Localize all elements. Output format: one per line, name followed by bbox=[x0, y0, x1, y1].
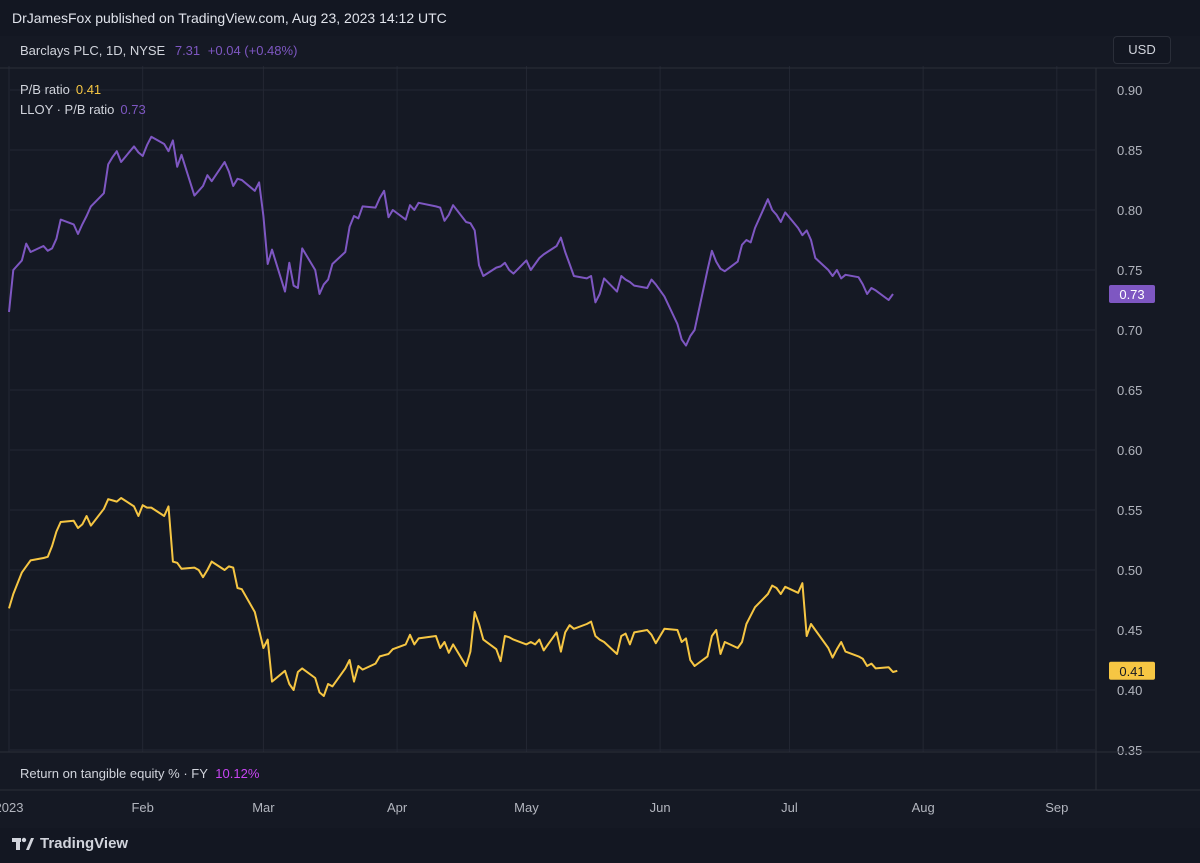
y-tick-label: 0.35 bbox=[1117, 743, 1142, 758]
pb-ratio-last-value-badge bbox=[1109, 661, 1155, 680]
y-tick-label: 0.90 bbox=[1117, 83, 1142, 98]
last-value-label: 0.41 bbox=[1119, 664, 1144, 679]
legend-pb-ratio[interactable]: P/B ratio 0.41 bbox=[20, 82, 101, 97]
last-value-label: 0.73 bbox=[1119, 287, 1144, 302]
legend-pb-ratio-value: 0.41 bbox=[75, 82, 102, 97]
roe-pane-legend[interactable]: Return on tangible equity % · FY 10.12% bbox=[20, 766, 259, 781]
symbol-bar[interactable]: Barclays PLC, 1D, NYSE 7.31 +0.04 (+0.48… bbox=[20, 43, 297, 58]
currency-button[interactable]: USD bbox=[1113, 36, 1171, 64]
publish-line: DrJamesFox published on TradingView.com,… bbox=[12, 10, 447, 26]
legend-lloy-pb-ratio-value: 0.73 bbox=[120, 102, 146, 117]
tradingview-logo-icon bbox=[12, 837, 34, 850]
x-tick-label: Mar bbox=[252, 800, 275, 815]
pb-ratio-line[interactable] bbox=[8, 497, 898, 697]
x-tick-label: Feb bbox=[131, 800, 153, 815]
footer: TradingView bbox=[0, 828, 1200, 863]
y-tick-label: 0.50 bbox=[1117, 563, 1142, 578]
legend-lloy-pb-ratio[interactable]: LLOY · P/B ratio 0.73 bbox=[20, 102, 146, 117]
brand-text: TradingView bbox=[40, 835, 129, 852]
symbol-change: +0.04 (+0.48%) bbox=[207, 43, 298, 58]
roe-value: 10.12% bbox=[215, 766, 260, 781]
x-tick-label: Jun bbox=[650, 800, 671, 815]
x-tick-label: Sep bbox=[1045, 800, 1068, 815]
x-tick-label: 2023 bbox=[0, 800, 23, 815]
y-tick-label: 0.75 bbox=[1117, 263, 1142, 278]
tradingview-logo[interactable]: TradingView bbox=[12, 835, 128, 852]
symbol-price: 7.31 bbox=[174, 43, 201, 58]
publish-header: DrJamesFox published on TradingView.com,… bbox=[0, 0, 1200, 36]
y-tick-label: 0.55 bbox=[1117, 503, 1142, 518]
y-tick-label: 0.85 bbox=[1117, 143, 1142, 158]
legend-lloy-pb-ratio-name: LLOY · P/B ratio bbox=[20, 102, 115, 117]
x-tick-label: Jul bbox=[781, 800, 798, 815]
y-tick-label: 0.45 bbox=[1117, 623, 1142, 638]
chart-frame bbox=[0, 36, 1200, 828]
y-tick-label: 0.70 bbox=[1117, 323, 1142, 338]
x-tick-label: Apr bbox=[387, 800, 408, 815]
symbol-label: Barclays PLC, 1D, NYSE bbox=[20, 43, 166, 58]
lloy-last-value-badge bbox=[1109, 285, 1155, 303]
y-tick-label: 0.80 bbox=[1117, 203, 1142, 218]
y-tick-label: 0.40 bbox=[1117, 683, 1142, 698]
x-tick-label: May bbox=[514, 800, 539, 815]
roe-label: Return on tangible equity % · FY bbox=[20, 766, 208, 781]
lloy-pb-ratio-line[interactable] bbox=[8, 135, 894, 347]
y-tick-label: 0.60 bbox=[1117, 443, 1142, 458]
legend-pb-ratio-name: P/B ratio bbox=[20, 82, 70, 97]
x-tick-label: Aug bbox=[912, 800, 935, 815]
y-tick-label: 0.65 bbox=[1117, 383, 1142, 398]
